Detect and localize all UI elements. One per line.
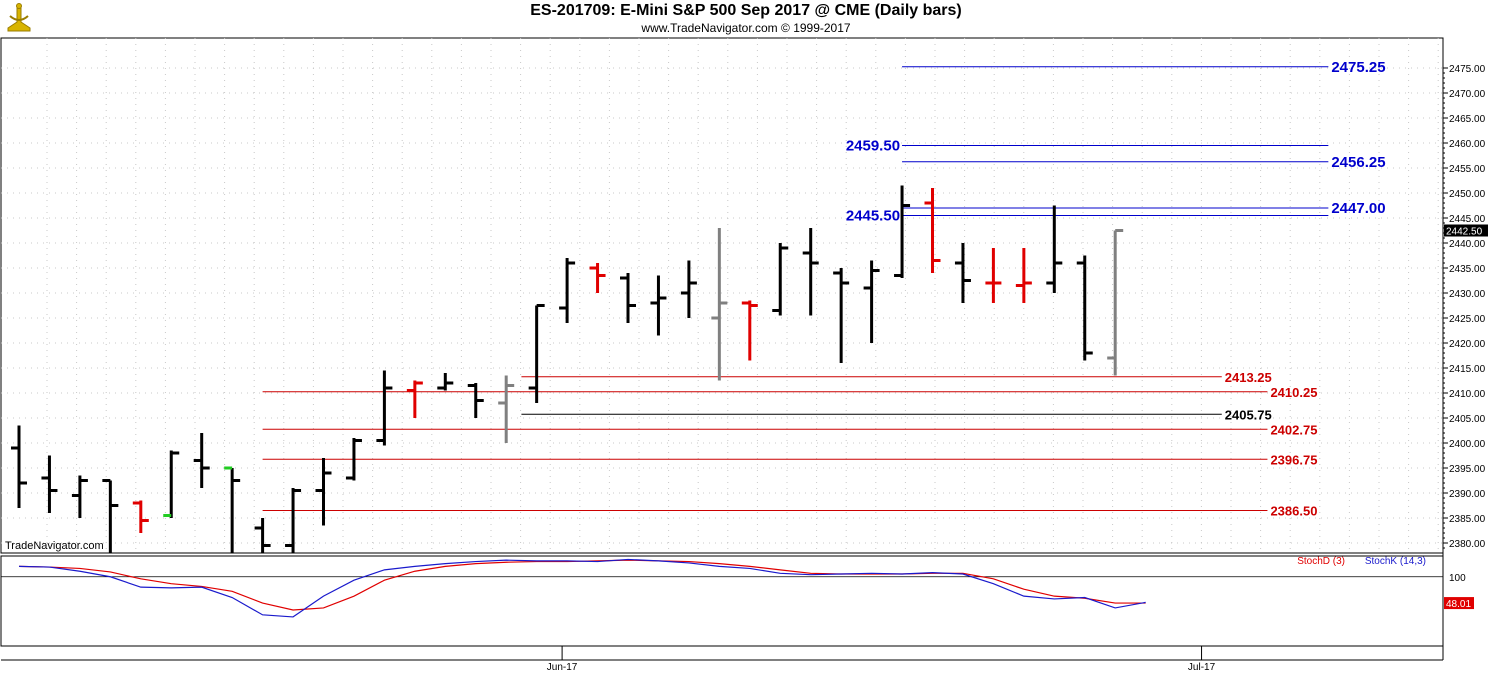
level-label: 2402.75 xyxy=(1270,422,1317,437)
ohlc-bar xyxy=(1107,229,1124,376)
grid xyxy=(1,38,1443,553)
ohlc-bar xyxy=(863,260,880,343)
y-tick-label: 2430.00 xyxy=(1449,289,1486,300)
ohlc-bar xyxy=(498,375,515,443)
ohlc-bar xyxy=(894,185,911,278)
y-tick-label: 2470.00 xyxy=(1449,89,1486,100)
ohlc-bar xyxy=(467,383,484,418)
ohlc-bar xyxy=(711,228,728,381)
ohlc-bar xyxy=(528,304,545,403)
ohlc-bar xyxy=(163,450,180,518)
y-tick-label: 2395.00 xyxy=(1449,464,1486,475)
y-tick-label: 2425.00 xyxy=(1449,314,1486,325)
ohlc-bar xyxy=(589,263,606,293)
stoch-k-line xyxy=(18,558,1146,618)
ohlc-bar xyxy=(1076,255,1093,361)
y-tick-label: 2455.00 xyxy=(1449,164,1486,175)
y-tick-label: 2465.00 xyxy=(1449,114,1486,125)
ohlc-bar xyxy=(620,273,636,323)
ohlc-bar xyxy=(650,275,667,336)
y-tick-label: 2440.00 xyxy=(1449,239,1486,250)
stoch-d-legend: StochD (3) xyxy=(1297,556,1345,567)
level-label: 2445.50 xyxy=(846,208,900,225)
ohlc-bar xyxy=(741,300,758,361)
stoch-k-legend: StochK (14,3) xyxy=(1365,556,1426,567)
stoch-level-label: 100 xyxy=(1449,573,1466,584)
stoch-last-box xyxy=(1444,597,1474,610)
ohlc-bar xyxy=(11,425,27,508)
ohlc-bar xyxy=(1015,248,1032,303)
ohlc-bar xyxy=(772,243,789,316)
trade-navigator-logo-icon xyxy=(7,2,31,32)
y-tick-label: 2415.00 xyxy=(1449,364,1486,375)
ohlc-bars xyxy=(11,185,1124,553)
level-label: 2410.25 xyxy=(1270,385,1317,400)
ohlc-bar xyxy=(833,268,850,363)
ohlc-bar xyxy=(1046,205,1063,293)
ohlc-bar xyxy=(954,243,971,303)
ohlc-bar xyxy=(224,466,241,553)
y-tick-label: 2445.00 xyxy=(1449,214,1486,225)
ohlc-bar xyxy=(406,380,423,418)
y-tick-label: 2405.00 xyxy=(1449,414,1486,425)
y-tick-label: 2450.00 xyxy=(1449,189,1486,200)
stoch-pane-frame xyxy=(0,555,1444,647)
ohlc-bar xyxy=(376,370,393,446)
ohlc-bar xyxy=(802,228,819,316)
y-tick-label: 2410.00 xyxy=(1449,389,1486,400)
ohlc-bar xyxy=(132,500,149,533)
ohlc-bar xyxy=(680,260,697,318)
watermark-label: TradeNavigator.com xyxy=(5,540,104,552)
ohlc-bar xyxy=(41,455,58,513)
y-tick-label: 2420.00 xyxy=(1449,339,1486,350)
ohlc-bar xyxy=(285,488,302,553)
ohlc-bar xyxy=(437,373,454,391)
price-pane-frame xyxy=(0,37,1444,554)
y-tick-label: 2460.00 xyxy=(1449,139,1486,150)
y-tick-label: 2390.00 xyxy=(1449,489,1486,500)
ohlc-bar xyxy=(559,258,576,323)
y-tick-label: 2400.00 xyxy=(1449,439,1486,450)
y-tick-label: 2435.00 xyxy=(1449,264,1486,275)
ohlc-bar xyxy=(345,438,362,481)
last-price-label: 2442.50 xyxy=(1446,227,1483,238)
ohlc-bar xyxy=(924,188,941,273)
ohlc-bar xyxy=(315,458,332,526)
ohlc-bar xyxy=(985,248,1002,303)
ohlc-bar xyxy=(254,518,271,553)
chart-title: ES-201709: E-Mini S&P 500 Sep 2017 @ CME… xyxy=(530,2,962,19)
x-tick-label: Jun-17 xyxy=(547,662,578,673)
level-label: 2386.50 xyxy=(1270,504,1317,519)
ohlc-bar xyxy=(193,433,210,488)
level-label: 2459.50 xyxy=(846,138,900,155)
x-tick-label: Jul-17 xyxy=(1188,662,1216,673)
y-tick-label: 2380.00 xyxy=(1449,539,1486,550)
last-price-box xyxy=(1444,224,1488,237)
y-tick-label: 2475.00 xyxy=(1449,64,1486,75)
chart-subtitle: www.TradeNavigator.com © 1999-2017 xyxy=(641,21,851,35)
level-label: 2456.25 xyxy=(1331,154,1385,171)
level-label: 2405.75 xyxy=(1225,407,1272,422)
level-label: 2475.25 xyxy=(1331,59,1385,76)
level-label: 2396.75 xyxy=(1270,452,1317,467)
ohlc-bar xyxy=(102,479,119,553)
stoch-last-label: 48.01 xyxy=(1446,599,1471,610)
y-tick-label: 2385.00 xyxy=(1449,514,1486,525)
level-label: 2447.00 xyxy=(1331,200,1385,217)
level-label: 2413.25 xyxy=(1225,370,1272,385)
ohlc-bar xyxy=(71,475,88,518)
